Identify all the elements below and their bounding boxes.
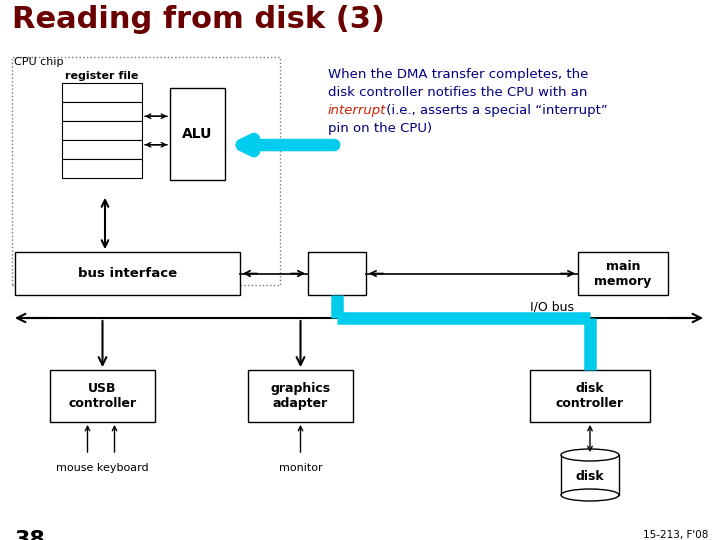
Text: 38: 38 (15, 530, 46, 540)
Ellipse shape (561, 449, 619, 461)
Bar (62, 159, 142, 178)
Text: (i.e., asserts a special “interrupt”: (i.e., asserts a special “interrupt” (382, 104, 608, 117)
Text: interrupt: interrupt (328, 104, 387, 117)
Text: register file: register file (66, 71, 139, 81)
Bar (170, 88, 225, 180)
Text: main
memory: main memory (595, 260, 652, 287)
Bar (578, 252, 668, 295)
Text: monitor: monitor (279, 463, 323, 473)
Text: bus interface: bus interface (78, 267, 177, 280)
Bar (62, 83, 142, 102)
Text: disk: disk (576, 470, 604, 483)
Bar (62, 121, 142, 140)
Text: CPU chip: CPU chip (14, 57, 63, 67)
Bar (62, 102, 142, 121)
Text: pin on the CPU): pin on the CPU) (328, 122, 432, 135)
Text: disk
controller: disk controller (556, 382, 624, 410)
Text: I/O bus: I/O bus (530, 300, 574, 313)
Bar (561, 455, 619, 495)
Text: ALU: ALU (182, 127, 212, 141)
Ellipse shape (561, 489, 619, 501)
Bar (530, 370, 650, 422)
Text: 15-213, F'08: 15-213, F'08 (643, 530, 708, 540)
Bar (248, 370, 353, 422)
Text: Reading from disk (3): Reading from disk (3) (12, 5, 385, 34)
Bar (50, 370, 155, 422)
Text: graphics
adapter: graphics adapter (271, 382, 330, 410)
Bar (62, 140, 142, 159)
Bar (12, 57, 280, 285)
Text: When the DMA transfer completes, the: When the DMA transfer completes, the (328, 68, 588, 81)
Bar (308, 252, 366, 295)
Text: USB
controller: USB controller (68, 382, 137, 410)
Bar (15, 252, 240, 295)
Text: disk controller notifies the CPU with an: disk controller notifies the CPU with an (328, 86, 588, 99)
Text: mouse keyboard: mouse keyboard (56, 463, 149, 473)
